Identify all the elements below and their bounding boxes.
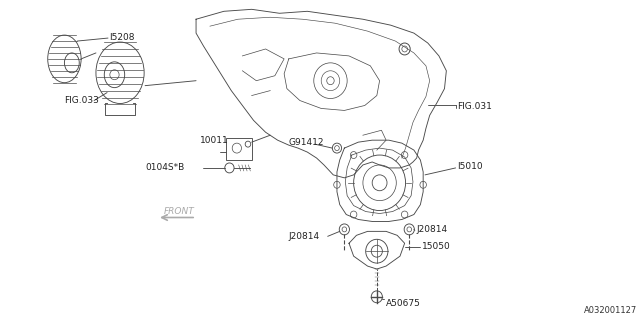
Text: 15050: 15050 xyxy=(422,242,451,251)
Text: FIG.033: FIG.033 xyxy=(65,96,99,105)
Text: G91412: G91412 xyxy=(289,138,324,147)
Text: FIG.031: FIG.031 xyxy=(458,102,492,111)
Text: 10011: 10011 xyxy=(200,136,228,145)
Text: I5208: I5208 xyxy=(109,33,134,42)
Text: I5010: I5010 xyxy=(458,163,483,172)
Text: 0104S*B: 0104S*B xyxy=(145,164,184,172)
Text: A50675: A50675 xyxy=(386,299,421,308)
Text: J20814: J20814 xyxy=(289,232,320,241)
Text: A032001127: A032001127 xyxy=(584,306,637,315)
Text: J20814: J20814 xyxy=(417,225,448,234)
Text: FRONT: FRONT xyxy=(163,207,194,216)
